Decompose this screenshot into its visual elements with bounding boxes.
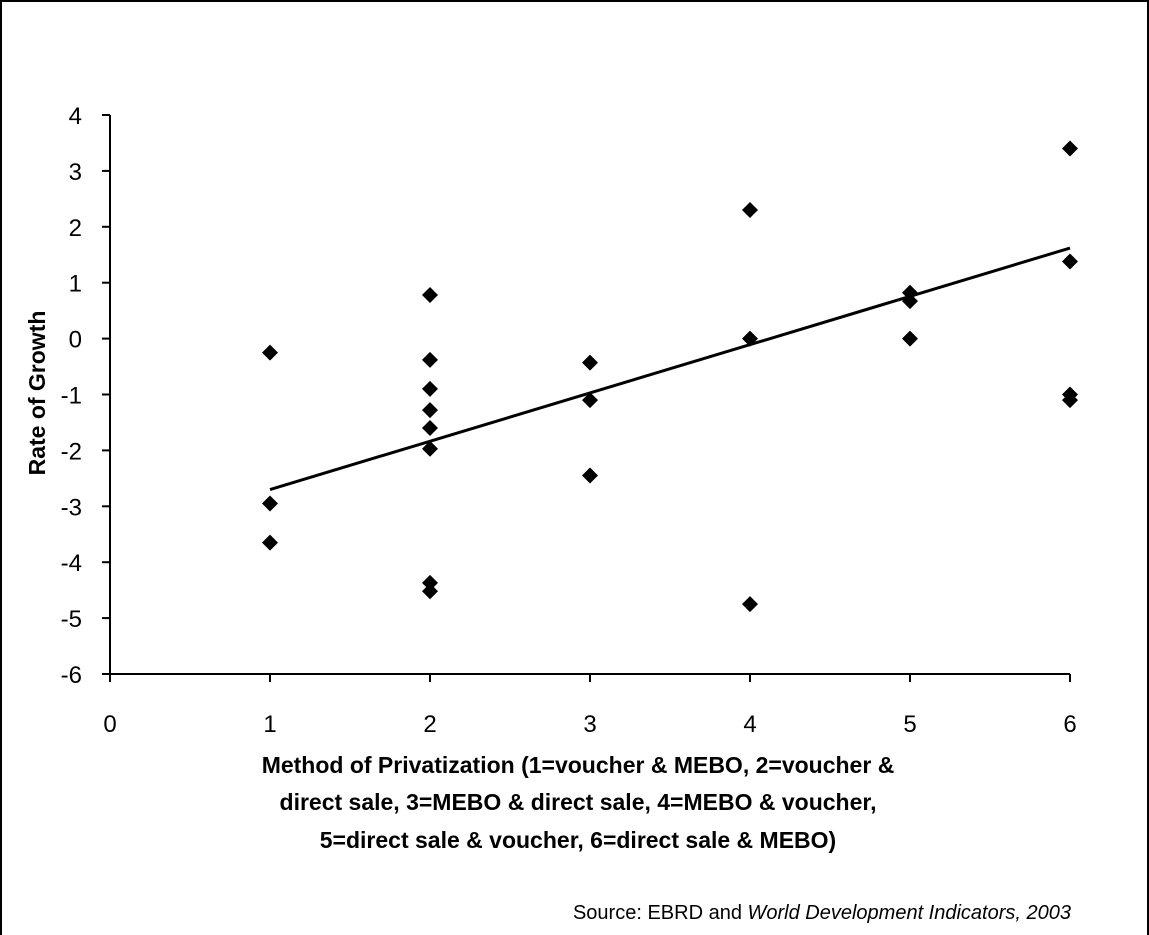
x-tick-label: 2 xyxy=(423,711,436,738)
y-tick-label: 0 xyxy=(69,327,82,354)
x-tick-label: 6 xyxy=(1063,711,1076,738)
data-point xyxy=(1062,253,1078,270)
data-points xyxy=(262,140,1078,613)
y-tick-label: -2 xyxy=(61,438,82,465)
data-point xyxy=(902,293,918,310)
y-axis: 4 3 2 1 0 -1 -2 -3 -4 -5 -6 xyxy=(61,103,111,689)
data-point xyxy=(1062,392,1078,409)
y-tick-label: -4 xyxy=(61,550,82,577)
x-axis-title-line-2: direct sale, 3=MEBO & direct sale, 4=MEB… xyxy=(280,789,877,815)
y-tick-label: -3 xyxy=(61,494,82,521)
data-point xyxy=(422,420,438,437)
y-tick-label: 4 xyxy=(69,103,82,130)
y-axis-title: Rate of Growth xyxy=(24,311,50,476)
data-point xyxy=(742,202,758,219)
y-tick-label: 2 xyxy=(69,215,82,242)
x-tick-label: 4 xyxy=(743,711,756,738)
x-axis: 0 1 2 3 4 5 6 xyxy=(103,673,1077,738)
source-note: Source: EBRD and World Development Indic… xyxy=(573,902,1071,925)
source-prefix: Source: EBRD and xyxy=(572,902,748,924)
data-point xyxy=(422,286,438,303)
data-point xyxy=(262,534,278,551)
data-point xyxy=(742,330,758,347)
x-tick-label: 5 xyxy=(903,711,916,738)
data-point xyxy=(422,402,438,419)
data-point xyxy=(902,284,918,301)
data-point xyxy=(262,344,278,361)
data-point xyxy=(1062,140,1078,157)
source-italic: World Development Indicators, 2003 xyxy=(747,902,1072,924)
data-point xyxy=(742,596,758,613)
data-point xyxy=(582,354,598,371)
data-point xyxy=(902,330,918,347)
data-point xyxy=(582,392,598,409)
data-point xyxy=(422,351,438,368)
data-point xyxy=(582,467,598,484)
y-tick-label: 1 xyxy=(69,271,82,298)
y-tick-label: 3 xyxy=(69,159,82,186)
data-point xyxy=(422,440,438,457)
data-point xyxy=(422,574,438,591)
data-point xyxy=(422,583,438,600)
data-point xyxy=(422,380,438,397)
y-tick-label: -5 xyxy=(61,606,82,633)
data-point xyxy=(262,495,278,512)
x-axis-title-line-3: 5=direct sale & voucher, 6=direct sale &… xyxy=(320,827,836,853)
x-tick-label: 1 xyxy=(263,711,276,738)
x-tick-label: 3 xyxy=(583,711,596,738)
y-tick-label: -1 xyxy=(61,383,82,410)
trend-line xyxy=(269,246,1071,491)
x-tick-label: 0 xyxy=(103,711,116,738)
y-tick-label: -6 xyxy=(61,662,82,689)
x-axis-title-line-1: Method of Privatization (1=voucher & MEB… xyxy=(262,752,895,778)
